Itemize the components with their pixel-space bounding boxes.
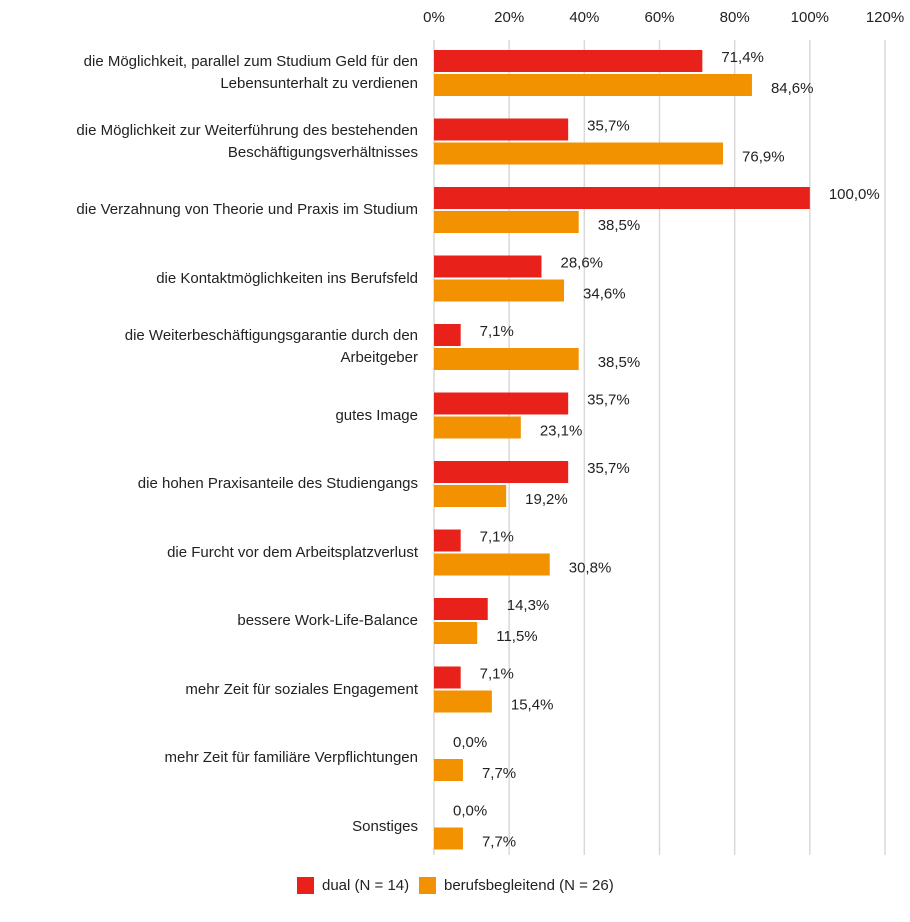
value-label: 7,1% [480,323,514,340]
bar [434,485,507,507]
bar [434,255,542,278]
value-label: 7,1% [480,528,514,545]
category-label: die Möglichkeit, parallel zum Studium Ge… [83,53,418,92]
bar [434,211,579,233]
category-label: bessere Work-Life-Balance [237,612,418,629]
legend-swatch [419,877,436,894]
value-label: 11,5% [496,628,537,645]
value-label: 7,7% [482,765,516,782]
legend-swatch [297,877,314,894]
value-label: 38,5% [598,354,641,371]
category-label: die Verzahnung von Theorie und Praxis im… [76,201,418,218]
value-label: 100,0% [829,186,880,203]
category-label: die Furcht vor dem Arbeitsplatzverlust [167,543,418,561]
category-label: die Weiterbeschäftigungsgarantie durch d… [124,327,418,366]
value-label: 7,7% [482,833,516,850]
value-label: 0,0% [453,734,487,751]
x-tick-label: 20% [494,9,524,26]
category-label: gutes Image [335,406,418,424]
bar [434,416,521,439]
value-label: 76,9% [742,148,785,165]
bar [434,392,569,415]
bar [434,50,703,72]
value-label: 35,7% [587,117,630,134]
bar [434,142,724,165]
bar [434,759,463,781]
value-label: 30,8% [569,559,612,576]
value-label: 34,6% [583,285,626,302]
legend-label: dual (N = 14) [322,877,409,894]
value-label: 23,1% [540,422,583,439]
value-label: 35,7% [587,391,630,408]
category-label: mehr Zeit für familiäre Verpflichtungen [164,749,418,766]
value-label: 7,1% [480,665,514,682]
category-label: die Möglichkeit zur Weiterführung des be… [76,121,418,161]
x-tick-label: 40% [569,9,599,26]
value-label: 0,0% [453,802,487,819]
bar [434,666,461,689]
bar [434,827,463,850]
value-label: 84,6% [771,80,814,97]
x-tick-label: 0% [423,9,445,26]
category-label: die Kontaktmöglichkeiten ins Berufsfeld [156,269,418,287]
bar [434,461,569,483]
value-label: 28,6% [560,254,603,271]
value-label: 35,7% [587,460,630,477]
bar [434,348,579,370]
legend-label: berufsbegleitend (N = 26) [444,877,614,894]
value-label: 19,2% [525,491,568,508]
bar [434,598,488,620]
x-tick-label: 120% [866,9,904,26]
category-label: die hohen Praxisanteile des Studiengangs [137,475,418,492]
bar [434,324,461,346]
value-label: 14,3% [507,597,550,614]
bar [434,74,752,96]
bar [434,279,565,302]
bar [434,118,569,141]
bar [434,622,478,644]
category-label: mehr Zeit für soziales Engagement [185,680,418,698]
value-label: 38,5% [598,217,641,234]
bar [434,553,550,576]
x-tick-label: 60% [644,9,674,26]
value-label: 71,4% [721,49,764,66]
category-label: Sonstiges [352,817,418,835]
bar [434,187,810,209]
x-tick-label: 80% [720,9,750,26]
bar [434,690,492,713]
x-tick-label: 100% [791,9,829,26]
value-label: 15,4% [511,696,554,713]
bar [434,529,461,552]
